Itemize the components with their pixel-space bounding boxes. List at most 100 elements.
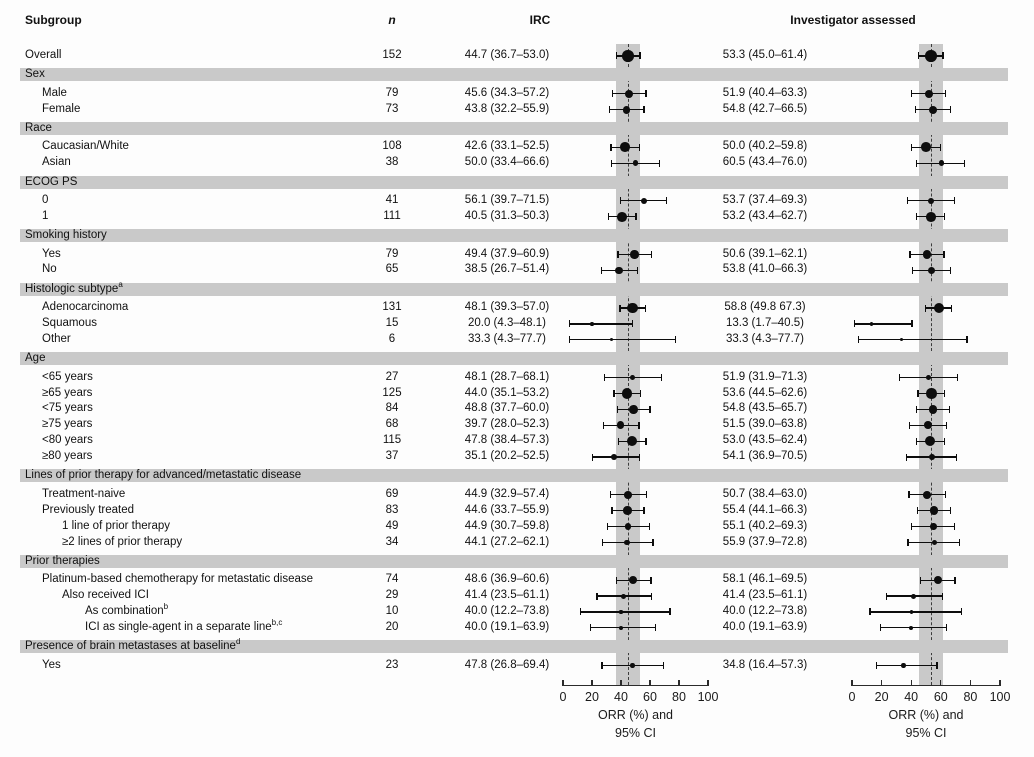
- ci-cap-right: [966, 336, 968, 344]
- row-n: 83: [385, 503, 399, 516]
- ci-cap-right: [949, 266, 951, 274]
- ci-cap-right: [632, 320, 634, 328]
- x-axis-caption-line1: ORR (%) and: [888, 708, 964, 722]
- ci-cap-right: [661, 374, 663, 382]
- orr-point-estimate: [616, 211, 627, 222]
- ci-cap-left: [886, 592, 888, 600]
- ci-cap-right: [645, 90, 647, 98]
- row-investigator-value: 53.8 (41.0–66.3): [722, 263, 808, 276]
- row-label: ≥2 lines of prior therapy: [62, 535, 183, 548]
- ci-whisker: [569, 339, 676, 341]
- row-label: Other: [42, 332, 71, 345]
- ci-cap-right: [645, 491, 647, 499]
- orr-point-estimate: [901, 663, 906, 668]
- row-irc-value: 35.1 (20.2–52.5): [464, 450, 550, 463]
- row-irc-value: 47.8 (38.4–57.3): [464, 434, 550, 447]
- row-investigator-value: 60.5 (43.4–76.0): [722, 156, 808, 169]
- row-n: 84: [385, 402, 399, 415]
- orr-point-estimate: [619, 142, 630, 153]
- ci-whisker: [569, 323, 633, 325]
- orr-point-estimate: [624, 539, 630, 546]
- orr-point-estimate: [924, 89, 933, 98]
- row-irc-value: 56.1 (39.7–71.5): [464, 193, 550, 206]
- row-irc-value: 44.6 (33.7–55.9): [464, 503, 550, 516]
- x-axis-tick: [620, 680, 622, 685]
- ci-whisker: [858, 339, 967, 341]
- ci-cap-right: [955, 453, 958, 461]
- ci-cap-left: [919, 576, 921, 584]
- ci-cap-left: [917, 389, 919, 397]
- x-axis-caption-line1: ORR (%) and: [597, 708, 674, 722]
- ci-cap-left: [869, 608, 871, 616]
- orr-point-estimate: [620, 593, 626, 599]
- ci-cap-left: [925, 304, 927, 312]
- ci-cap-left: [601, 266, 603, 274]
- row-label: Squamous: [42, 317, 97, 329]
- row-investigator-value: 54.8 (43.5–65.7): [722, 402, 808, 415]
- ci-cap-right: [943, 437, 946, 445]
- x-axis-tick-label: 20: [874, 690, 889, 704]
- row-label: Platinum-based chemotherapy for metastat…: [42, 573, 314, 586]
- row-irc-value: 39.7 (28.0–52.3): [464, 418, 550, 431]
- ci-cap-right: [959, 538, 961, 546]
- ci-cap-left: [906, 453, 908, 461]
- orr-point-estimate: [609, 338, 613, 342]
- ci-cap-left: [915, 159, 917, 167]
- ci-cap-left: [611, 507, 613, 515]
- x-axis-line: [562, 685, 709, 687]
- orr-point-estimate: [923, 490, 931, 499]
- row-investigator-value: 33.3 (4.3–77.7): [725, 332, 804, 345]
- row-label: <65 years: [42, 370, 93, 383]
- orr-point-estimate: [910, 593, 916, 599]
- orr-point-estimate: [930, 523, 937, 530]
- ci-cap-right: [649, 405, 651, 413]
- ci-cap-left: [618, 437, 620, 445]
- orr-point-estimate: [922, 250, 932, 259]
- ci-cap-right: [939, 143, 942, 151]
- row-irc-value: 48.1 (39.3–57.0): [464, 301, 550, 314]
- row-irc-value: 42.6 (33.1–52.5): [464, 140, 550, 153]
- section-bar: Sex: [20, 68, 1008, 82]
- orr-point-estimate: [630, 663, 635, 668]
- ci-cap-left: [910, 143, 913, 151]
- ci-cap-left: [912, 266, 914, 274]
- ci-cap-left: [580, 608, 582, 616]
- ci-cap-right: [669, 608, 671, 616]
- ci-cap-left: [619, 197, 622, 205]
- ci-cap-right: [945, 421, 948, 429]
- ci-cap-right: [944, 491, 946, 499]
- row-label: Yes: [42, 658, 61, 671]
- ci-cap-left: [909, 250, 911, 258]
- row-label: <80 years: [42, 434, 93, 447]
- row-label: ICI as single-agent in a separate lineb,…: [85, 618, 283, 633]
- ci-cap-right: [638, 453, 640, 461]
- ci-whisker: [590, 627, 656, 629]
- ci-cap-right: [675, 336, 677, 344]
- ci-cap-right: [658, 159, 661, 167]
- column-header-irc: IRC: [529, 13, 551, 27]
- row-investigator-value: 51.9 (40.4–63.3): [722, 86, 808, 99]
- section-bar: Prior therapies: [20, 554, 1008, 568]
- ci-cap-right: [945, 90, 947, 98]
- orr-point-estimate: [629, 576, 638, 585]
- x-axis-tick-label: 80: [672, 690, 686, 704]
- row-investigator-value: 58.1 (46.1–69.5): [722, 573, 808, 586]
- orr-point-estimate: [641, 197, 648, 204]
- orr-point-estimate: [590, 322, 594, 326]
- row-label: Female: [42, 102, 81, 115]
- ci-cap-right: [956, 374, 959, 382]
- orr-point-estimate: [618, 625, 624, 630]
- row-investigator-value: 55.4 (44.1–66.3): [722, 503, 808, 516]
- ci-cap-left: [615, 52, 617, 60]
- ci-cap-left: [603, 421, 605, 429]
- row-irc-value: 44.1 (27.2–62.1): [464, 535, 550, 548]
- ci-cap-left: [915, 437, 918, 445]
- orr-point-estimate: [925, 436, 936, 447]
- orr-point-estimate: [926, 388, 937, 399]
- row-label: 0: [42, 193, 49, 206]
- x-axis-line: [851, 685, 1001, 687]
- ci-cap-left: [875, 662, 877, 670]
- row-irc-value: 48.1 (28.7–68.1): [464, 370, 550, 383]
- row-irc-value: 40.5 (31.3–50.3): [464, 209, 550, 222]
- row-label: Male: [42, 86, 67, 99]
